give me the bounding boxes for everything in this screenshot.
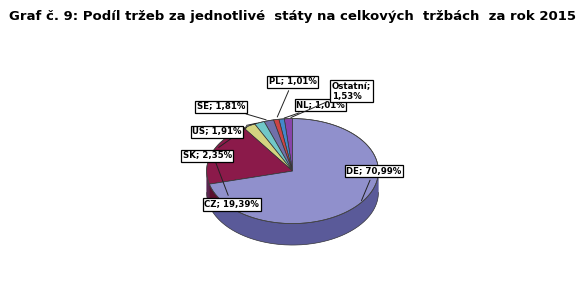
Polygon shape <box>295 223 298 245</box>
Polygon shape <box>214 192 215 215</box>
Polygon shape <box>264 120 292 171</box>
Text: NL; 1,01%: NL; 1,01% <box>284 101 345 118</box>
Polygon shape <box>211 188 212 211</box>
Text: SK; 2,35%: SK; 2,35% <box>183 127 247 160</box>
Polygon shape <box>231 208 233 231</box>
Polygon shape <box>276 223 279 245</box>
Polygon shape <box>221 200 223 223</box>
Polygon shape <box>326 219 329 241</box>
Polygon shape <box>215 194 216 217</box>
Polygon shape <box>335 216 338 238</box>
Polygon shape <box>370 192 371 215</box>
Polygon shape <box>212 190 214 213</box>
Polygon shape <box>229 206 231 229</box>
Polygon shape <box>254 218 257 240</box>
Text: Ostatní;
1,53%: Ostatní; 1,53% <box>291 82 371 118</box>
Polygon shape <box>279 119 292 171</box>
Polygon shape <box>348 210 350 232</box>
Polygon shape <box>362 201 363 224</box>
Polygon shape <box>209 171 292 206</box>
Polygon shape <box>332 217 335 239</box>
Polygon shape <box>321 220 324 242</box>
Polygon shape <box>311 222 314 244</box>
Polygon shape <box>274 119 292 171</box>
Polygon shape <box>244 124 292 171</box>
Polygon shape <box>317 221 321 243</box>
Polygon shape <box>263 221 267 242</box>
Polygon shape <box>292 223 295 245</box>
Polygon shape <box>238 212 241 234</box>
Polygon shape <box>284 119 292 171</box>
Text: Graf č. 9: Podíl tržeb za jednotlivé  státy na celkových  tržbách  za rok 2015: Graf č. 9: Podíl tržeb za jednotlivé stá… <box>9 10 576 23</box>
Polygon shape <box>365 198 367 221</box>
Polygon shape <box>357 204 359 227</box>
Polygon shape <box>374 185 376 208</box>
Polygon shape <box>216 195 218 218</box>
Polygon shape <box>241 213 243 236</box>
Polygon shape <box>353 207 355 230</box>
Polygon shape <box>267 221 270 243</box>
Polygon shape <box>236 211 238 233</box>
Polygon shape <box>371 190 372 214</box>
Polygon shape <box>218 197 219 220</box>
Polygon shape <box>372 189 373 212</box>
Polygon shape <box>223 202 225 225</box>
Polygon shape <box>209 119 378 223</box>
Polygon shape <box>210 186 211 209</box>
Polygon shape <box>283 223 285 245</box>
Polygon shape <box>301 223 305 245</box>
Polygon shape <box>363 199 365 222</box>
Polygon shape <box>279 223 283 245</box>
Polygon shape <box>260 220 263 242</box>
Polygon shape <box>350 209 353 231</box>
Polygon shape <box>373 187 374 210</box>
Polygon shape <box>257 219 260 241</box>
Polygon shape <box>324 219 326 242</box>
Polygon shape <box>209 184 210 208</box>
Text: SE; 1,81%: SE; 1,81% <box>197 102 266 120</box>
Text: PL; 1,01%: PL; 1,01% <box>269 77 316 117</box>
Polygon shape <box>329 218 332 240</box>
Text: US; 1,91%: US; 1,91% <box>192 123 257 136</box>
Polygon shape <box>298 223 301 245</box>
Polygon shape <box>270 222 273 244</box>
Text: CZ; 19,39%: CZ; 19,39% <box>204 155 259 209</box>
Polygon shape <box>243 214 246 237</box>
Polygon shape <box>246 215 249 238</box>
Polygon shape <box>225 203 227 226</box>
Polygon shape <box>207 128 292 184</box>
Polygon shape <box>207 171 378 245</box>
Polygon shape <box>314 221 317 243</box>
Polygon shape <box>338 215 340 237</box>
Polygon shape <box>340 213 343 236</box>
Polygon shape <box>343 212 346 235</box>
Text: DE; 70,99%: DE; 70,99% <box>346 166 401 201</box>
Polygon shape <box>233 209 236 232</box>
Polygon shape <box>209 171 292 206</box>
Polygon shape <box>355 206 357 228</box>
Polygon shape <box>367 196 369 219</box>
Polygon shape <box>346 211 348 234</box>
Polygon shape <box>227 205 229 228</box>
Polygon shape <box>285 223 288 245</box>
Polygon shape <box>305 223 308 245</box>
Polygon shape <box>252 217 254 240</box>
Polygon shape <box>219 199 221 222</box>
Polygon shape <box>249 216 252 239</box>
Polygon shape <box>376 181 377 204</box>
Polygon shape <box>254 122 292 171</box>
Polygon shape <box>359 202 362 226</box>
Polygon shape <box>308 222 311 244</box>
Polygon shape <box>273 222 276 244</box>
Polygon shape <box>369 194 370 217</box>
Polygon shape <box>288 223 292 245</box>
